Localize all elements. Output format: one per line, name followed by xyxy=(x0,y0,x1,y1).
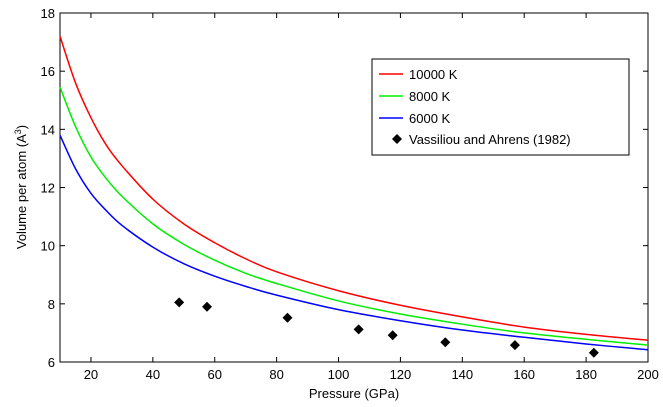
series-line-0 xyxy=(59,36,649,341)
y-tick-label: 18 xyxy=(41,6,55,21)
y-tick-label: 14 xyxy=(41,122,55,137)
series-layer xyxy=(59,36,649,358)
legend-box xyxy=(371,58,630,156)
y-tick-label: 16 xyxy=(41,64,55,79)
data-point-diamond xyxy=(440,337,451,348)
series-line-2 xyxy=(59,134,649,351)
legend-marker-vassiliou xyxy=(392,134,402,144)
data-point-diamond xyxy=(202,301,212,312)
y-axis-title-main: Volume per atom (A xyxy=(14,134,29,249)
y-tick-label: 10 xyxy=(41,239,55,254)
data-point-diamond xyxy=(387,330,398,341)
x-tick-label: 140 xyxy=(451,367,473,382)
data-point-diamond xyxy=(588,347,599,358)
axis-layer: 20 40 60 80 100 120 140 160 180 200 6 8 10 12 14 16 18 xyxy=(41,6,659,382)
y-tick-label: 8 xyxy=(48,297,55,312)
legend-label-10000k: 10000 K xyxy=(409,67,458,82)
data-point-diamond xyxy=(174,297,185,308)
x-axis-title: Pressure (GPa) xyxy=(309,386,399,401)
x-tick-label: 20 xyxy=(84,367,98,382)
data-point-diamond xyxy=(509,340,520,351)
x-tick-label: 120 xyxy=(390,367,412,382)
y-tick-label: 12 xyxy=(41,181,55,196)
y-axis-title: Volume per atom (A3) xyxy=(13,125,29,249)
legend: 10000 K 8000 K 6000 K Vassiliou and Ahre… xyxy=(371,58,630,156)
x-tick-label: 100 xyxy=(328,367,350,382)
legend-label-8000k: 8000 K xyxy=(409,89,451,104)
x-tick-label: 180 xyxy=(575,367,597,382)
y-axis-title-end: ) xyxy=(14,125,29,129)
legend-label-6000k: 6000 K xyxy=(409,111,451,126)
x-tick-label: 40 xyxy=(146,367,160,382)
x-tick-label: 60 xyxy=(208,367,222,382)
series-line-1 xyxy=(59,86,649,346)
x-tick-label: 80 xyxy=(269,367,283,382)
legend-label-vassiliou: Vassiliou and Ahrens (1982) xyxy=(409,132,571,147)
y-axis-title-superscript: 3 xyxy=(13,129,23,134)
data-point-diamond xyxy=(282,312,293,323)
data-point-diamond xyxy=(353,324,364,335)
y-tick-label: 6 xyxy=(48,355,55,370)
x-tick-label: 160 xyxy=(513,367,535,382)
x-tick-label: 200 xyxy=(637,367,659,382)
